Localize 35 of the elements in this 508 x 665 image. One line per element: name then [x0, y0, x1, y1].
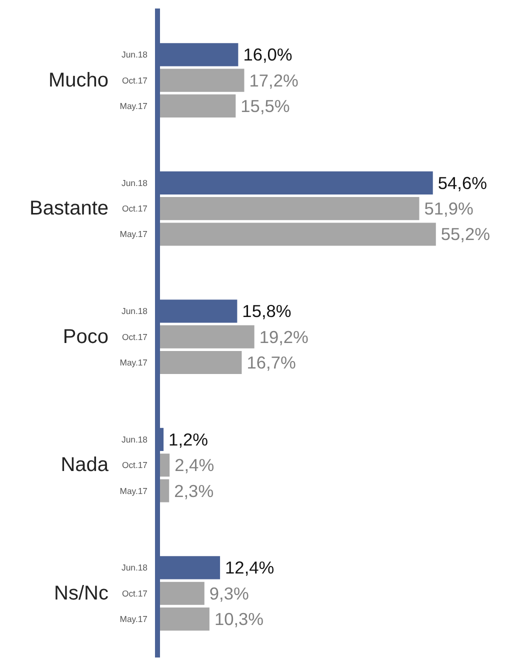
- series-label: Oct.17: [122, 75, 148, 86]
- text: Jun.18: [122, 306, 148, 316]
- y-tick-label: Bastante: [30, 198, 109, 220]
- text: May.17: [120, 614, 148, 624]
- data-label: 17,2%: [249, 70, 298, 90]
- text: Oct.17: [122, 332, 148, 342]
- data-label: 55,2%: [440, 224, 490, 244]
- data-label: 2,4%: [174, 455, 214, 476]
- data-label: 2,3%: [174, 480, 214, 501]
- text: Oct.17: [122, 460, 148, 470]
- data-label: 16,7%: [246, 352, 296, 372]
- data-label: 1,2%: [168, 429, 208, 450]
- data-label: 54,6%: [438, 172, 488, 193]
- series-label: May.17: [120, 100, 148, 111]
- y-tick-label: Mucho: [48, 69, 108, 92]
- text: May.17: [120, 486, 148, 496]
- text: Oct.17: [122, 204, 148, 214]
- data-label: 15,5%: [240, 96, 290, 116]
- data-label: 51,9%: [424, 198, 474, 219]
- data-label: 12,4%: [225, 558, 274, 578]
- text: May.17: [120, 229, 148, 240]
- y-tick-label: Ns/Nc: [54, 582, 109, 604]
- data-label: 10,3%: [214, 609, 264, 630]
- text: Jun.18: [122, 178, 148, 188]
- text: May.17: [120, 358, 148, 368]
- y-tick-label: Nada: [60, 454, 110, 476]
- data-label: 19,2%: [259, 326, 308, 347]
- data-label: 9,3%: [209, 583, 249, 604]
- text: Jun.18: [122, 434, 148, 444]
- text: Oct.17: [122, 588, 148, 598]
- text: Jun.18: [122, 562, 148, 573]
- series-label: Jun.18: [122, 50, 148, 60]
- data-label: 15,8%: [242, 301, 292, 322]
- data-label: 16,0%: [243, 44, 292, 65]
- y-tick-label: Poco: [62, 326, 109, 348]
